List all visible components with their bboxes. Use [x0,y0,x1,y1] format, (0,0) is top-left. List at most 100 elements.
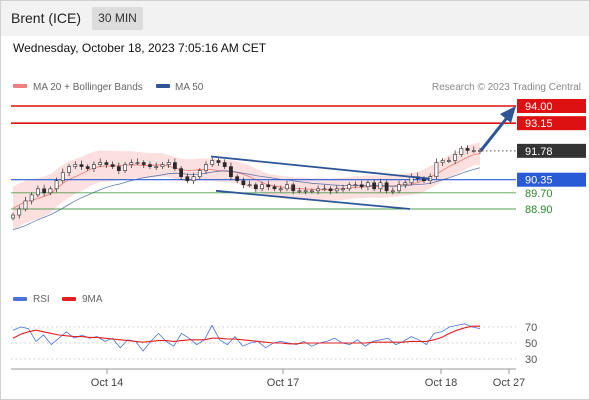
candle [48,186,53,196]
level-94.00: 94.00 [11,99,586,113]
candle-body [378,182,383,190]
candle-body [185,176,190,182]
candle-body [303,190,308,193]
candle-body [197,170,202,177]
candle [285,180,289,192]
candle [316,185,321,195]
credit-text: Research © 2023 Trading Central [432,82,581,93]
pivot-label: 90.35 [525,175,553,187]
rsi-tick-label: 70 [525,322,537,334]
candle [384,180,389,194]
candle [197,168,202,180]
ma50-line [12,167,481,231]
candle [403,180,408,189]
x-tick-label: Oct 18 [425,377,457,389]
candle [260,181,264,192]
candle-body [60,172,65,182]
candle [222,159,227,170]
candle-body [247,184,252,187]
candle [204,161,208,175]
candle [11,212,15,221]
candle [309,188,314,194]
candle [278,185,283,193]
candle-body [278,188,283,191]
candle [353,181,358,189]
9ma-series-line [12,325,480,345]
candle [17,205,22,219]
candle [29,192,34,205]
last-price-label-box [517,143,586,158]
rsi-tick-label: 50 [525,338,537,350]
candle-body [148,164,152,167]
chart-header: Brent (ICE) 30 MIN [0,0,590,36]
candle-body [104,162,109,165]
candle [110,161,115,170]
candle [154,162,159,171]
candle [322,184,327,192]
candle-body [29,194,34,202]
candle-body [478,150,482,152]
candle-body [334,188,339,192]
candle-body [110,164,115,167]
timeframe-button[interactable]: 30 MIN [92,7,143,30]
candle-body [390,190,395,193]
candle [216,158,221,166]
candle-body [465,148,470,151]
candle-body [48,188,53,194]
candle [23,196,28,212]
candle-body [241,180,246,186]
candle [67,164,71,177]
x-axis: Oct 14 Oct 17 Oct 18 Oct 27 [11,368,525,389]
candle-body [160,164,165,167]
candle [359,180,364,190]
candle [185,173,190,184]
candle-body [154,166,159,168]
level-88.90: 88.90 [11,204,553,216]
candle-body [384,182,389,192]
candle [210,156,215,167]
ma50-legend-swatch [156,84,170,88]
candle-body [67,166,71,173]
candle-body [73,164,78,167]
channel-upper-line [210,155,431,180]
forecast-arrow-head [500,106,516,123]
candle [266,180,271,191]
candle [54,177,59,193]
rsi-legend-swatch [13,297,27,301]
candle-body [359,184,364,188]
candle-body [328,188,333,192]
x-tick-label: Oct 17 [267,377,299,389]
candle-body [166,162,171,165]
candle-body [434,162,439,177]
instrument-title: Brent (ICE) [11,10,82,26]
candle-body [403,182,408,186]
candle [291,182,296,195]
candle-body [440,160,445,163]
candle [446,157,451,163]
candle [297,187,302,194]
candle [378,178,383,193]
candle-body [210,160,215,165]
candle [172,158,177,172]
resistance-label: 94.00 [525,101,553,113]
candle-body [297,190,302,193]
candle-body [172,162,177,169]
candle-body [266,184,271,188]
candle-body [372,182,377,190]
level-91.78: 91.78 [482,143,586,158]
candle-body [23,200,28,210]
candle [235,174,240,184]
rsi-tick-label: 30 [525,354,537,366]
candle-body [446,160,451,162]
candle-body [92,164,96,169]
channel-lower-line [215,189,411,210]
candle-body [36,188,40,196]
candle [440,158,445,166]
candle [397,180,401,194]
candle [390,187,395,195]
candle [347,182,352,192]
ma9-legend-label: 9MA [82,294,103,305]
bollinger-legend-label: MA 20 + Bollinger Bands [33,82,143,93]
bollinger-legend-swatch [13,84,27,88]
